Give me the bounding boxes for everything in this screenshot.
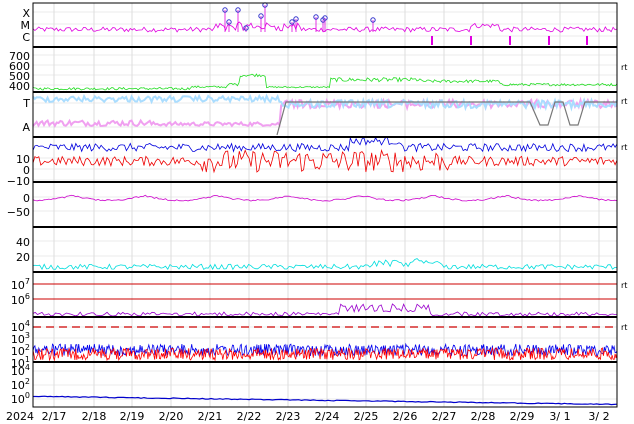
sector-tick-label: A (22, 121, 30, 134)
frame-layer (32, 2, 618, 408)
panel-frame (32, 181, 618, 228)
dst-tick-label: −50 (7, 206, 30, 219)
flare-marker (293, 16, 299, 22)
x-tick-label: 2/20 (159, 410, 184, 423)
kp-line (32, 258, 618, 271)
electron-rt-label: rt (621, 323, 627, 332)
data-layer (32, 2, 618, 406)
dst-tick-label: 0 (23, 192, 30, 205)
xray-tick-label: C (22, 31, 30, 44)
speed-tick-label: 500 (9, 70, 30, 83)
x-tick-label: 2/18 (82, 410, 107, 423)
dst-line (32, 194, 618, 202)
x-tick-label: 2/26 (393, 410, 418, 423)
flare-marker (313, 14, 319, 20)
x-tick-label: 2/17 (42, 410, 67, 423)
proton-flux-line (32, 303, 618, 317)
flare-marker (235, 7, 241, 13)
kp-tick-label: 40 (16, 236, 30, 249)
flare-marker (243, 25, 249, 31)
neutron-tick-label: 102 (11, 377, 30, 392)
neutron-tick-label: 100 (11, 391, 30, 406)
flare-marker (289, 19, 295, 25)
panel-frame (32, 271, 618, 318)
electron-tick-label: 103 (11, 331, 30, 346)
proton-rt-label: rt (621, 281, 627, 290)
panel-frame (32, 316, 618, 363)
x-tick-label: 2/25 (354, 410, 379, 423)
wind-speed-line (32, 73, 618, 91)
speed-tick-label: 400 (9, 80, 30, 93)
x-tick-label: 3/ 1 (549, 410, 570, 423)
electron-flux-line-low (32, 346, 618, 362)
proton-tick-label: 106 (11, 292, 30, 307)
xray-tick-label: M (21, 19, 31, 32)
flare-marker (322, 15, 328, 21)
x-tick-label: 2/22 (237, 410, 262, 423)
x-tick-label: 2/19 (120, 410, 145, 423)
kp-tick-label: 20 (16, 251, 30, 264)
speed-rt-label: rt (621, 63, 627, 72)
bz-line (32, 148, 618, 174)
electron-flux-line-high (32, 342, 618, 358)
neutron-line (33, 395, 618, 406)
sector-rt-label: rt (621, 97, 627, 106)
panel-frame (32, 136, 618, 183)
speed-tick-label: 700 (9, 50, 30, 63)
x-tick-label: 2/27 (432, 410, 457, 423)
bz-tick-label: 10 (16, 153, 30, 166)
bz-tick-label: 0 (23, 164, 30, 177)
x-tick-label: 2/23 (276, 410, 301, 423)
x-tick-label: 3/ 2 (588, 410, 609, 423)
x-tick-label: 2/29 (510, 410, 535, 423)
flare-marker (226, 19, 232, 25)
x-tick-label: 2/21 (198, 410, 223, 423)
xray-tick-label: X (22, 7, 30, 20)
x-tick-label: 2/24 (315, 410, 340, 423)
sector-tick-label: T (22, 97, 30, 110)
x-tick-label: 2/28 (471, 410, 496, 423)
bz-rt-label: rt (621, 143, 627, 152)
electron-tick-label: 101 (11, 355, 30, 370)
flare-marker (258, 13, 264, 19)
speed-tick-label: 600 (9, 60, 30, 73)
bz-tick-label: −10 (7, 175, 30, 188)
grid-layer (33, 3, 617, 407)
bt-line (32, 136, 618, 153)
x-axis-year-label: 2024 (6, 410, 34, 423)
flare-marker (370, 17, 376, 23)
electron-tick-label: 104 (11, 319, 30, 334)
flare-marker (222, 7, 228, 13)
electron-tick-label: 102 (11, 343, 30, 358)
proton-tick-label: 107 (11, 277, 30, 292)
neutron-tick-label: 104 (11, 363, 30, 378)
sector-model-line (276, 101, 617, 136)
